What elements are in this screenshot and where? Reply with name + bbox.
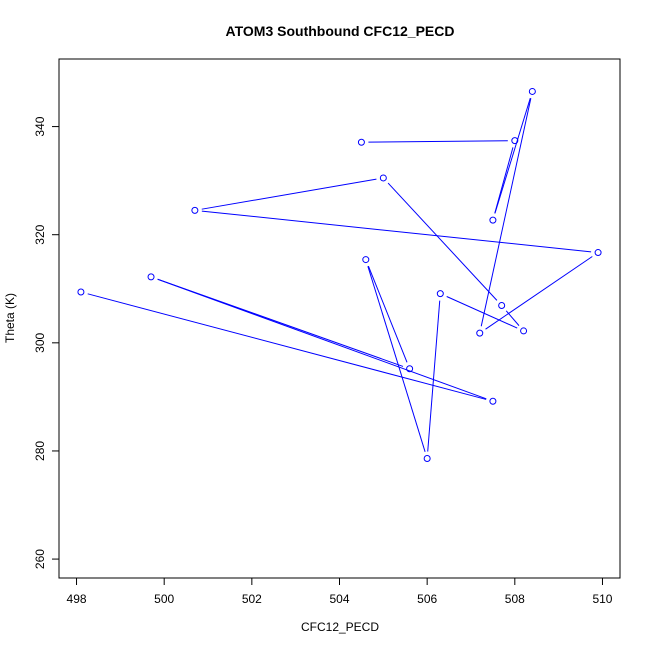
data-point — [489, 397, 497, 405]
series-line-segment — [505, 310, 520, 326]
x-tick-label: 502 — [242, 592, 262, 606]
chart-title: ATOM3 Southbound CFC12_PECD — [226, 23, 455, 39]
x-axis: 498 500 502 504 506 508 510 — [67, 577, 613, 606]
data-point — [362, 256, 370, 264]
y-axis: 260 280 300 320 340 — [33, 116, 60, 569]
data-point — [406, 365, 414, 373]
series-line-segment — [494, 147, 514, 214]
series-line-segment — [485, 256, 593, 330]
data-point — [476, 329, 484, 337]
data-point — [489, 216, 497, 224]
data-point — [436, 290, 444, 298]
data-point — [357, 138, 365, 146]
data-point — [77, 288, 85, 296]
series-line-segment — [427, 300, 441, 452]
y-tick-label: 260 — [33, 549, 47, 569]
x-axis-label: CFC12_PECD — [301, 620, 379, 634]
data-point — [423, 455, 431, 463]
series-layer — [77, 87, 602, 463]
series-line-segment — [87, 293, 487, 400]
y-tick-label: 320 — [33, 224, 47, 244]
data-point — [191, 206, 199, 214]
series-line-segment — [367, 266, 426, 452]
data-point — [379, 174, 387, 182]
y-tick-label: 340 — [33, 116, 47, 136]
x-tick-label: 510 — [592, 592, 612, 606]
series-line-segment — [367, 265, 408, 363]
y-tick-label: 280 — [33, 441, 47, 461]
series-line-segment — [157, 278, 487, 400]
data-point — [520, 327, 528, 335]
series-line-segment — [387, 182, 498, 301]
y-tick-label: 300 — [33, 332, 47, 352]
x-tick-label: 504 — [329, 592, 349, 606]
data-point — [511, 137, 519, 145]
series-line-segment — [446, 296, 518, 329]
x-tick-label: 506 — [417, 592, 437, 606]
x-tick-label: 498 — [67, 592, 87, 606]
x-tick-label: 508 — [505, 592, 525, 606]
data-point — [594, 249, 602, 257]
y-axis-label: Theta (K) — [3, 293, 17, 343]
series-line-segment — [368, 140, 508, 143]
series-line-segment — [494, 97, 531, 214]
series-line-segment — [201, 178, 377, 210]
series-line-segment — [480, 98, 532, 327]
data-point — [498, 302, 506, 310]
data-point — [147, 273, 155, 281]
series-line-segment — [201, 210, 592, 253]
data-point — [528, 87, 536, 95]
x-tick-label: 500 — [154, 592, 174, 606]
